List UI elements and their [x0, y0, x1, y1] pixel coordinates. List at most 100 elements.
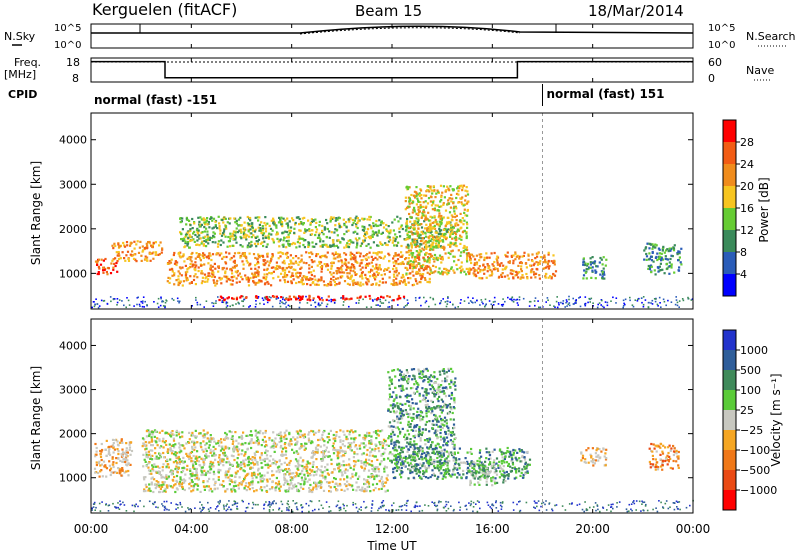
data-cell	[245, 238, 248, 241]
data-cell	[433, 246, 436, 249]
data-cell	[290, 265, 293, 269]
data-cell	[430, 227, 433, 230]
data-cell	[409, 260, 412, 263]
data-cell	[224, 275, 227, 278]
data-cell	[145, 485, 148, 489]
noise-cell	[651, 303, 654, 305]
data-cell	[488, 256, 491, 259]
data-cell	[243, 454, 246, 457]
data-cell	[350, 437, 353, 440]
noise-cell	[287, 508, 290, 510]
data-cell	[125, 452, 128, 456]
data-cell	[470, 261, 473, 265]
noise-cell	[194, 507, 196, 509]
data-cell	[352, 283, 355, 287]
data-cell	[186, 244, 189, 247]
data-cell	[173, 262, 177, 265]
data-cell	[295, 281, 298, 285]
data-cell	[305, 463, 308, 466]
data-cell	[169, 458, 172, 461]
data-cell	[264, 429, 267, 433]
noise-cell	[352, 501, 354, 504]
noise-cell	[472, 506, 475, 508]
data-cell	[266, 255, 269, 258]
data-cell	[287, 236, 290, 239]
noise-cell	[601, 299, 603, 302]
data-cell	[229, 232, 232, 235]
noise-cell	[547, 299, 549, 301]
data-cell	[277, 251, 280, 254]
data-cell	[189, 473, 192, 476]
data-cell	[206, 280, 209, 283]
noise-cell	[270, 296, 272, 299]
data-cell	[169, 277, 172, 280]
data-cell	[364, 233, 367, 236]
noise-cell	[568, 503, 571, 505]
data-cell	[404, 238, 407, 241]
noise-cell	[261, 297, 264, 299]
noise-cell	[533, 500, 536, 502]
data-cell	[422, 248, 425, 251]
data-cell	[467, 270, 470, 273]
data-cell	[338, 271, 341, 274]
data-cell	[395, 269, 398, 272]
data-cell	[255, 262, 259, 265]
data-cell	[409, 199, 412, 202]
data-cell	[347, 276, 350, 279]
data-cell	[106, 273, 109, 276]
data-cell	[450, 250, 453, 253]
data-cell	[94, 471, 97, 474]
data-cell	[380, 232, 383, 235]
data-cell	[254, 274, 257, 277]
data-cell	[366, 264, 370, 267]
data-cell	[225, 267, 228, 270]
data-cell	[259, 229, 263, 232]
data-cell	[336, 256, 339, 259]
data-cell	[291, 478, 294, 481]
noise-cell	[406, 299, 409, 301]
data-cell	[299, 486, 303, 489]
data-cell	[365, 281, 368, 284]
data-cell	[253, 463, 257, 466]
data-cell	[292, 436, 295, 439]
data-cell	[418, 253, 421, 256]
data-cell	[269, 260, 272, 263]
noise-cell	[447, 300, 449, 303]
data-cell	[171, 486, 174, 489]
data-cell	[360, 273, 363, 277]
data-cell	[386, 295, 389, 298]
data-cell	[231, 272, 234, 275]
data-cell	[268, 232, 271, 235]
noise-cell	[166, 508, 168, 511]
data-cell	[362, 442, 365, 445]
data-cell	[475, 261, 479, 264]
data-cell	[201, 471, 204, 474]
data-cell	[432, 235, 435, 238]
data-cell	[279, 219, 282, 222]
noise-cell	[604, 301, 607, 303]
data-cell	[232, 297, 235, 300]
data-cell	[438, 254, 442, 257]
data-cell	[673, 244, 676, 247]
data-cell	[369, 215, 372, 219]
data-cell	[175, 263, 178, 267]
data-cell	[256, 216, 259, 219]
data-cell	[363, 478, 366, 481]
data-cell	[397, 254, 400, 257]
colorbar-swatch	[723, 252, 736, 275]
data-cell	[289, 298, 293, 301]
data-cell	[311, 245, 314, 248]
data-cell	[483, 256, 486, 259]
data-cell	[294, 475, 297, 478]
freq-tick-bottom: 8	[72, 72, 79, 85]
noise-cell	[549, 304, 551, 306]
data-cell	[205, 240, 208, 243]
data-cell	[202, 480, 205, 483]
data-cell	[192, 486, 195, 489]
data-cell	[408, 212, 411, 216]
data-cell	[118, 472, 121, 475]
data-cell	[406, 267, 409, 270]
noise-cell	[495, 501, 497, 504]
data-cell	[330, 273, 333, 276]
data-cell	[117, 452, 120, 456]
